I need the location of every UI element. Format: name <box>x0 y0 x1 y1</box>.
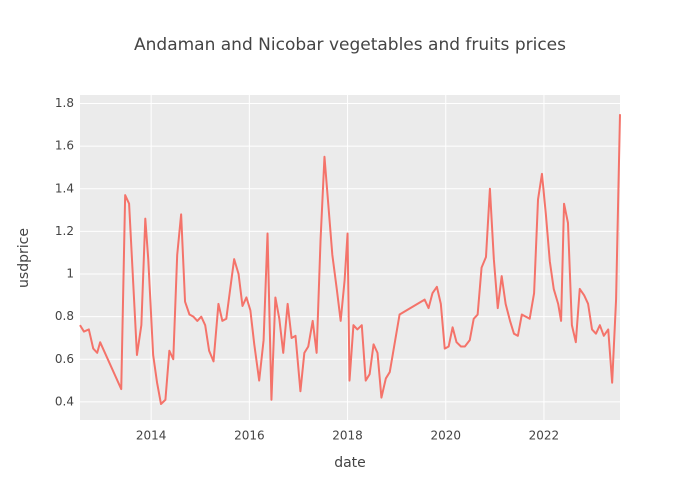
data-line <box>79 114 621 406</box>
y-tick-label: 1.2 <box>55 224 74 238</box>
y-tick-label: 1 <box>66 267 74 281</box>
y-tick-label: 1.8 <box>55 96 74 110</box>
x-tick-label: 2014 <box>136 429 167 443</box>
y-tick-label: 0.8 <box>55 309 74 323</box>
y-tick-label: 0.6 <box>55 352 74 366</box>
y-tick-label: 1.6 <box>55 139 74 153</box>
x-tick-label: 2018 <box>332 429 363 443</box>
x-tick-label: 2020 <box>430 429 461 443</box>
chart-title: Andaman and Nicobar vegetables and fruit… <box>134 35 566 55</box>
y-tick-label: 0.4 <box>55 394 74 408</box>
x-tick-label: 2022 <box>529 429 560 443</box>
y-tick-label: 1.4 <box>55 181 74 195</box>
y-axis-title: usdprice <box>16 228 32 288</box>
x-axis-title: date <box>334 455 366 471</box>
x-tick-label: 2016 <box>234 429 265 443</box>
